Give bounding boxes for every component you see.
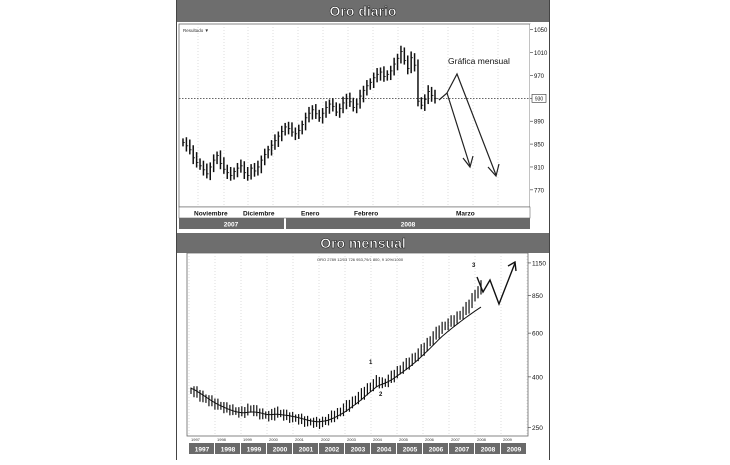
forecast-zigzag xyxy=(476,262,516,306)
monthly-year-label: 2005 xyxy=(403,447,418,454)
daily-chart: Oro diario Resultado ▼ 770 810 850 890 930 97… xyxy=(177,0,549,230)
monthly-year-label: 2000 xyxy=(273,447,288,454)
chart-canvas: Oro diario Resultado ▼ 770 810 850 890 930 97… xyxy=(177,0,549,454)
monthly-y-tick-label: 250 xyxy=(532,425,543,432)
month-label-febrero: Febrero xyxy=(354,211,378,218)
monthly-year-label: 2006 xyxy=(429,447,444,454)
monthly-year-cell xyxy=(293,443,318,454)
daily-plot-area xyxy=(178,23,531,208)
daily-title-bar xyxy=(177,0,549,22)
monthly-price-bars xyxy=(190,280,482,429)
monthly-year-label: 2001 xyxy=(299,447,314,454)
monthly-x-top-label: 1997 xyxy=(191,437,201,442)
daily-source-label: Resultado ▼ xyxy=(183,28,209,33)
chart-frame: Oro diario Resultado ▼ 770 810 850 890 930 97… xyxy=(176,0,550,460)
monthly-year-label: 2007 xyxy=(455,447,470,454)
monthly-year-cell xyxy=(475,443,500,454)
daily-y-tick-label: 970 xyxy=(534,74,545,80)
monthly-y-tick-label: 600 xyxy=(532,331,543,338)
daily-y-tick-label: 770 xyxy=(534,188,545,194)
monthly-x-top-label: 1998 xyxy=(217,437,227,442)
month-label-enero: Enero xyxy=(301,211,319,218)
monthly-x-top-label: 2003 xyxy=(347,437,357,442)
daily-price-tag: 930 xyxy=(535,96,544,102)
monthly-forecast-arrow xyxy=(476,260,517,306)
monthly-projection-annotation: Gráfica mensual xyxy=(448,56,510,66)
daily-y-tick-label: 890 xyxy=(534,120,545,126)
daily-year-bar-2007 xyxy=(179,218,284,229)
monthly-year-label: 1999 xyxy=(247,447,262,454)
wave-label-3: 3 xyxy=(472,263,476,269)
monthly-year-label: 1997 xyxy=(195,447,210,454)
month-label-noviembre: Noviembre xyxy=(194,211,228,218)
month-label-marzo: Marzo xyxy=(456,211,475,218)
monthly-year-cell xyxy=(189,443,214,454)
monthly-x-top-label: 2002 xyxy=(321,437,331,442)
monthly-year-cell xyxy=(501,443,526,454)
daily-y-tick-label: 810 xyxy=(534,165,545,171)
monthly-x-top-label: 2004 xyxy=(373,437,383,442)
monthly-y-tick-label: 1150 xyxy=(532,260,546,267)
monthly-x-top-label: 2008 xyxy=(477,437,487,442)
wave-label-1: 1 xyxy=(369,360,373,366)
monthly-chart: Oro mensual ORO 2789 12/03 726 953,79/1 … xyxy=(177,233,549,454)
daily-price-bars xyxy=(182,45,437,181)
monthly-year-cell xyxy=(371,443,396,454)
monthly-y-tick-label: 850 xyxy=(532,293,543,300)
monthly-header-text: ORO 2789 12/03 726 953,79/1 800, 9 10%/1… xyxy=(317,257,404,262)
daily-y-axis: 770 810 850 890 930 970 1010 1050 xyxy=(530,28,548,194)
monthly-x-top-label: 2001 xyxy=(295,437,305,442)
monthly-x-top-label: 2007 xyxy=(451,437,461,442)
monthly-x-top-label: 1999 xyxy=(243,437,253,442)
arrow-head-left xyxy=(462,155,474,169)
wave-label-2: 2 xyxy=(379,392,383,398)
arrow-head-right xyxy=(487,163,500,178)
monthly-x-top-labels: 1997 1998 1999 2000 2001 2002 2003 2004 2005 2006… xyxy=(191,437,513,442)
monthly-x-bottom-labels: 1997 1998 1999 2000 2001 2002 2003 2004 2005 2006… xyxy=(189,443,526,454)
daily-y-tick-label: 850 xyxy=(534,143,545,149)
monthly-year-cell xyxy=(423,443,448,454)
monthly-year-label: 2002 xyxy=(325,447,340,454)
monthly-x-top-label: 2006 xyxy=(425,437,435,442)
daily-axis-panel xyxy=(530,24,548,230)
monthly-grid xyxy=(188,253,528,436)
monthly-year-cell xyxy=(319,443,344,454)
projection-arrow-right xyxy=(446,72,497,176)
monthly-year-label: 2009 xyxy=(507,447,522,454)
daily-year-bar-2008 xyxy=(286,218,530,229)
daily-y-tick-label: 1050 xyxy=(534,28,548,34)
monthly-year-label: 2003 xyxy=(351,447,366,454)
monthly-year-cell xyxy=(267,443,292,454)
monthly-title-bar xyxy=(177,233,549,253)
monthly-title: Oro mensual xyxy=(320,235,406,251)
monthly-x-top-label: 2000 xyxy=(269,437,279,442)
monthly-year-cell xyxy=(215,443,240,454)
forecast-arrow-head xyxy=(507,260,517,272)
monthly-x-top-label: 2005 xyxy=(399,437,409,442)
monthly-year-cell xyxy=(345,443,370,454)
daily-title: Oro diario xyxy=(330,3,397,19)
monthly-year-label: 1998 xyxy=(221,447,236,454)
daily-y-tick-label: 1010 xyxy=(534,51,548,57)
monthly-year-cell xyxy=(449,443,474,454)
monthly-plot-area xyxy=(186,252,529,437)
year-label-2007: 2007 xyxy=(224,222,239,229)
monthly-year-cell xyxy=(397,443,422,454)
monthly-moving-average-line xyxy=(190,306,482,423)
monthly-y-axis: 250 400 600 850 1150 xyxy=(528,260,546,432)
monthly-year-label: 2004 xyxy=(377,447,392,454)
month-label-diciembre: Diciembre xyxy=(243,211,275,218)
monthly-x-top-label: 2009 xyxy=(503,437,513,442)
daily-price-tag-box xyxy=(531,94,547,103)
projection-arrows xyxy=(438,72,500,178)
year-label-2008: 2008 xyxy=(401,222,416,229)
monthly-year-label: 2008 xyxy=(481,447,496,454)
monthly-y-tick-label: 400 xyxy=(532,374,543,381)
monthly-year-cell xyxy=(241,443,266,454)
